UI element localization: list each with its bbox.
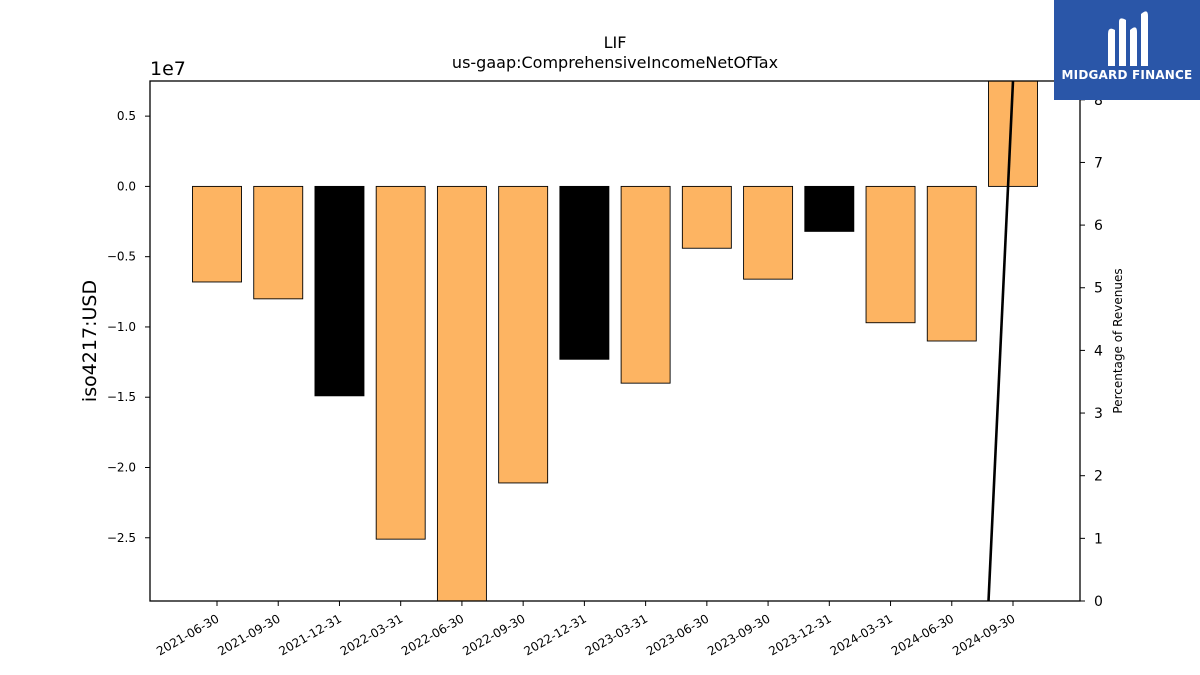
y-tick-label: 0.0 — [117, 179, 136, 193]
bar-2022-03-31 — [375, 185, 426, 540]
y2-tick-label: 6 — [1094, 218, 1103, 234]
y-tick-label: −1.0 — [107, 320, 136, 334]
y2-axis-label: Percentage of Revenues — [1111, 268, 1125, 413]
y2-tick-label: 3 — [1094, 406, 1103, 422]
bar-2024-03-31 — [865, 185, 916, 324]
y2-tick-label: 7 — [1094, 155, 1103, 171]
percentage-of-revenues-line — [987, 80, 1015, 602]
y-tick-label: −2.0 — [107, 460, 136, 474]
chart-title: LIF — [604, 33, 627, 52]
y-tick-label: −0.5 — [107, 250, 136, 264]
brand-logo-text: MIDGARD FINANCE — [1061, 68, 1193, 82]
y2-tick-label: 8 — [1094, 93, 1103, 109]
bar-2021-12-31 — [314, 185, 365, 397]
brand-logo: MIDGARD FINANCE — [1054, 0, 1200, 100]
bar-2024-06-30 — [926, 185, 977, 342]
y2-tick-label: 2 — [1094, 469, 1103, 485]
x-tick-label: 2024-09-30 — [950, 611, 1017, 658]
bar-2023-06-30 — [681, 185, 732, 249]
bar-2021-09-30 — [253, 185, 304, 300]
chart-subtitle: us-gaap:ComprehensiveIncomeNetOfTax — [452, 53, 778, 72]
x-tick-label: 2023-03-31 — [583, 611, 650, 658]
y-tick-label: −2.5 — [107, 531, 136, 545]
y-tick-label: −1.5 — [107, 390, 136, 404]
x-tick-label: 2021-06-30 — [154, 611, 221, 658]
bar-2023-03-31 — [620, 185, 671, 384]
bar-2023-09-30 — [743, 185, 794, 280]
bar-2022-12-31 — [559, 185, 610, 360]
y2-tick-label: 4 — [1094, 343, 1103, 359]
x-tick-label: 2023-12-31 — [766, 611, 833, 658]
x-tick-label: 2022-09-30 — [460, 611, 527, 658]
x-tick-label: 2023-06-30 — [644, 611, 711, 658]
y2-axis-ticks: 0 1 2 3 4 5 6 7 8 — [1080, 93, 1103, 610]
y2-tick-label: 0 — [1094, 594, 1103, 610]
line-group — [987, 80, 1015, 602]
x-tick-label: 2023-09-30 — [705, 611, 772, 658]
y-axis-label: iso4217:USD — [79, 280, 101, 402]
y-axis-scale-label: 1e7 — [150, 58, 186, 80]
x-tick-label: 2021-09-30 — [215, 611, 282, 658]
x-tick-label: 2024-06-30 — [889, 611, 956, 658]
y-axis-ticks: −2.5 −2.0 −1.5 −1.0 −0.5 0.0 0.5 — [107, 109, 150, 545]
x-tick-label: 2022-12-31 — [521, 611, 588, 658]
midgard-logo-icon — [1108, 11, 1148, 67]
bar-2021-06-30 — [192, 185, 242, 283]
bar-2023-12-31 — [804, 185, 855, 232]
y2-tick-label: 5 — [1094, 281, 1103, 297]
bars-group — [192, 80, 1038, 602]
y-tick-label: 0.5 — [117, 109, 136, 123]
x-tick-label: 2022-03-31 — [338, 611, 405, 658]
x-tick-label: 2021-12-31 — [277, 611, 344, 658]
y2-tick-label: 1 — [1094, 531, 1103, 547]
plot-frame — [149, 80, 1081, 602]
x-tick-label: 2022-06-30 — [399, 611, 466, 658]
x-tick-label: 2024-03-31 — [828, 611, 895, 658]
bar-2022-09-30 — [498, 185, 549, 484]
x-axis-ticks: 2021-06-302021-09-302021-12-312022-03-31… — [154, 601, 1018, 658]
bar-2022-06-30 — [436, 185, 487, 602]
